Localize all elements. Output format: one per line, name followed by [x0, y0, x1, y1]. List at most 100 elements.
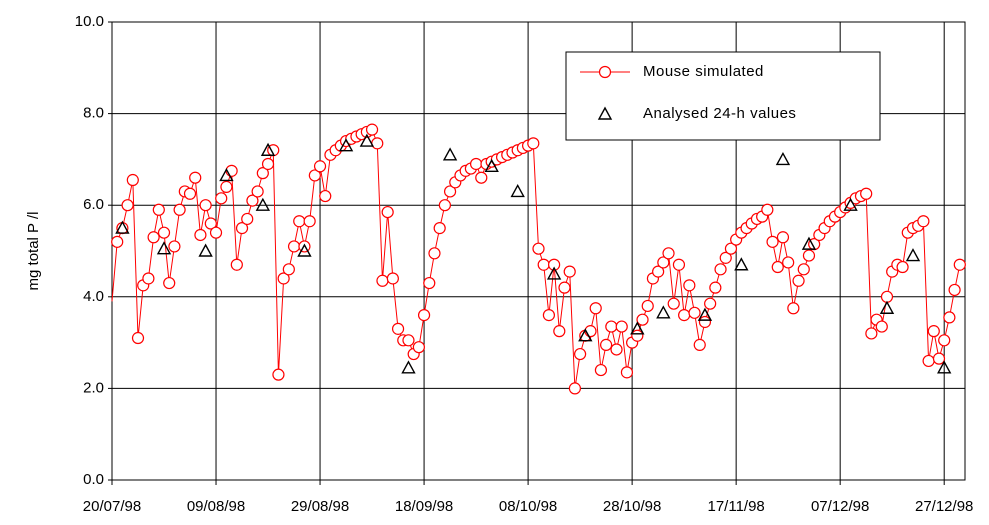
legend: Mouse simulated Analysed 24-h values: [565, 51, 881, 141]
data-point: [412, 341, 425, 354]
data-point: [865, 327, 878, 340]
data-point: [313, 160, 327, 173]
data-point: [610, 343, 623, 356]
data-point: [667, 297, 680, 310]
data-point: [183, 187, 197, 200]
x-tick-label: 07/12/98: [811, 498, 869, 515]
data-point: [156, 241, 172, 255]
data-point: [953, 258, 966, 271]
data-point: [657, 256, 670, 269]
data-point: [714, 263, 727, 276]
x-tick-label: 17/11/98: [708, 498, 765, 515]
data-point: [605, 320, 618, 333]
data-point: [235, 222, 249, 235]
data-point: [697, 307, 713, 321]
data-point: [843, 197, 858, 211]
data-point: [338, 138, 354, 152]
data-point: [630, 321, 645, 335]
y-tick-label: 0.0: [83, 471, 104, 488]
data-point: [532, 242, 545, 255]
data-point: [272, 368, 285, 381]
data-point: [194, 228, 207, 242]
data-point: [922, 354, 935, 368]
data-point: [563, 265, 576, 278]
data-point: [126, 173, 139, 187]
data-point: [376, 274, 389, 287]
data-point: [168, 240, 181, 253]
data-point: [600, 338, 613, 351]
y-tick-label: 4.0: [83, 288, 104, 305]
data-point: [797, 263, 810, 276]
data-point: [776, 231, 790, 244]
data-point: [443, 185, 457, 198]
data-point: [948, 283, 961, 297]
legend-label: Analysed 24-h values: [643, 105, 796, 122]
data-point: [297, 243, 312, 257]
data-point: [574, 347, 587, 361]
series-line: [111, 128, 961, 389]
data-point: [734, 257, 749, 271]
data-point: [230, 258, 243, 271]
data-point: [423, 276, 436, 290]
legend-marker: [598, 65, 612, 79]
data-point: [641, 299, 654, 313]
legend-marker: [597, 106, 613, 120]
data-point: [475, 171, 488, 184]
x-tick-label: 09/08/98: [187, 498, 245, 515]
data-point: [688, 306, 701, 319]
data-point: [801, 236, 817, 250]
data-point: [537, 258, 550, 271]
data-point: [656, 305, 671, 319]
data-point: [261, 157, 275, 171]
data-point: [204, 217, 217, 230]
data-point: [277, 272, 290, 285]
data-point: [308, 169, 321, 182]
data-point: [246, 194, 259, 207]
data-point: [111, 235, 124, 248]
x-tick-label: 20/07/98: [83, 498, 141, 515]
data-point: [787, 302, 800, 315]
data-point: [365, 123, 379, 136]
data-point: [219, 167, 234, 182]
data-point: [417, 309, 431, 322]
data-point: [251, 185, 264, 198]
legend-label: Mouse simulated: [643, 63, 764, 80]
y-tick-label: 6.0: [83, 196, 104, 213]
data-point: [256, 167, 269, 180]
data-point: [880, 290, 894, 303]
data-point: [879, 300, 895, 314]
data-point: [199, 199, 212, 212]
data-point: [775, 151, 791, 166]
data-point: [724, 242, 738, 255]
data-point: [359, 133, 375, 147]
data-point: [860, 187, 873, 200]
data-point: [568, 382, 582, 395]
data-point: [766, 235, 779, 248]
data-point: [704, 297, 717, 310]
data-point: [209, 226, 223, 239]
data-point: [381, 205, 394, 219]
data-point: [287, 240, 301, 253]
data-point: [620, 366, 634, 379]
data-point: [319, 189, 332, 203]
data-point: [678, 309, 691, 322]
data-point: [932, 352, 946, 365]
data-point: [631, 329, 644, 342]
data-point: [142, 272, 155, 285]
data-point: [131, 331, 145, 345]
plot-frame: [111, 21, 966, 481]
data-point: [469, 157, 483, 171]
x-tick-label: 27/12/98: [915, 498, 973, 515]
data-point: [662, 247, 675, 260]
y-tick-label: 8.0: [83, 105, 104, 122]
data-point: [391, 322, 405, 335]
data-point: [163, 276, 176, 290]
data-point: [484, 158, 499, 172]
data-point: [255, 197, 271, 211]
data-point: [802, 249, 816, 262]
data-point: [442, 147, 458, 161]
data-point: [875, 320, 888, 333]
data-point: [115, 220, 130, 234]
data-point: [693, 338, 706, 351]
